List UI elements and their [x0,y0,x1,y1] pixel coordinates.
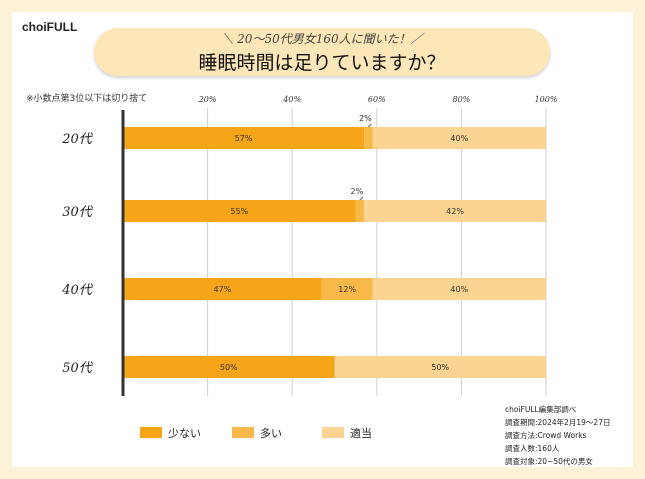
x-tick-label: 100% [535,95,558,104]
bar-segment [364,200,546,222]
callout-label: 2% [359,114,372,123]
title-banner: ＼ 20～50代男女160人に聞いた！／ 睡眠時間は足りていますか？ [94,28,550,76]
source-line: choiFULL編集部調べ [505,405,577,414]
data-label: 55% [230,207,248,216]
bar-segment [123,278,322,300]
x-tick-label: 40% [282,95,301,104]
rounding-note: ※小数点第3位以下は切り捨て [26,94,148,104]
data-label: 12% [338,285,356,294]
data-label: 40% [450,134,468,143]
brand-logo: choiFULL [22,20,78,34]
source-line: 調査方法:Crowd Works [505,431,587,440]
survey-source: choiFULL編集部調べ 調査期間:2024年2月19～27日 調査方法:Cr… [505,403,610,468]
callout-line [367,123,372,128]
bar-segment [123,127,365,149]
bar-segment [123,356,335,378]
legend-swatch [232,427,254,438]
legend-swatch [322,427,344,438]
bar-segment [364,127,373,149]
data-label: 50% [220,363,238,372]
source-line: 調査対象:20~50代の男女 [505,457,593,466]
category-label: 50代 [62,361,94,376]
callout-line [359,196,364,201]
source-line: 調査期間:2024年2月19～27日 [505,418,611,427]
data-label: 47% [214,285,232,294]
data-label: 50% [431,363,449,372]
data-label: 57% [235,134,253,143]
bar-segment [123,200,356,222]
legend-swatch [140,427,162,438]
bar-segment [372,127,546,149]
data-label: 40% [450,285,468,294]
data-label: 42% [446,207,464,216]
legend-label: 多い [260,426,282,440]
chart-title: 睡眠時間は足りていますか？ [198,52,446,74]
bar-segment [355,200,365,222]
legend-label: 少ない [168,427,201,440]
callout-label: 2% [351,187,364,196]
legend-label: 適当 [350,426,372,440]
bar-segment [334,356,546,378]
bar-segment [372,278,546,300]
x-tick-label: 60% [368,95,386,104]
source-line: 調査人数:160人 [505,444,560,453]
category-label: 20代 [61,132,94,147]
x-tick-label: 80% [453,95,471,104]
chart-subtitle: ＼ 20～50代男女160人に聞いた！／ [221,32,423,46]
bar-segment [321,278,373,300]
chart-card [12,12,633,467]
category-label: 40代 [61,283,94,298]
x-tick-label: 20% [198,95,217,104]
category-label: 30代 [62,205,94,220]
